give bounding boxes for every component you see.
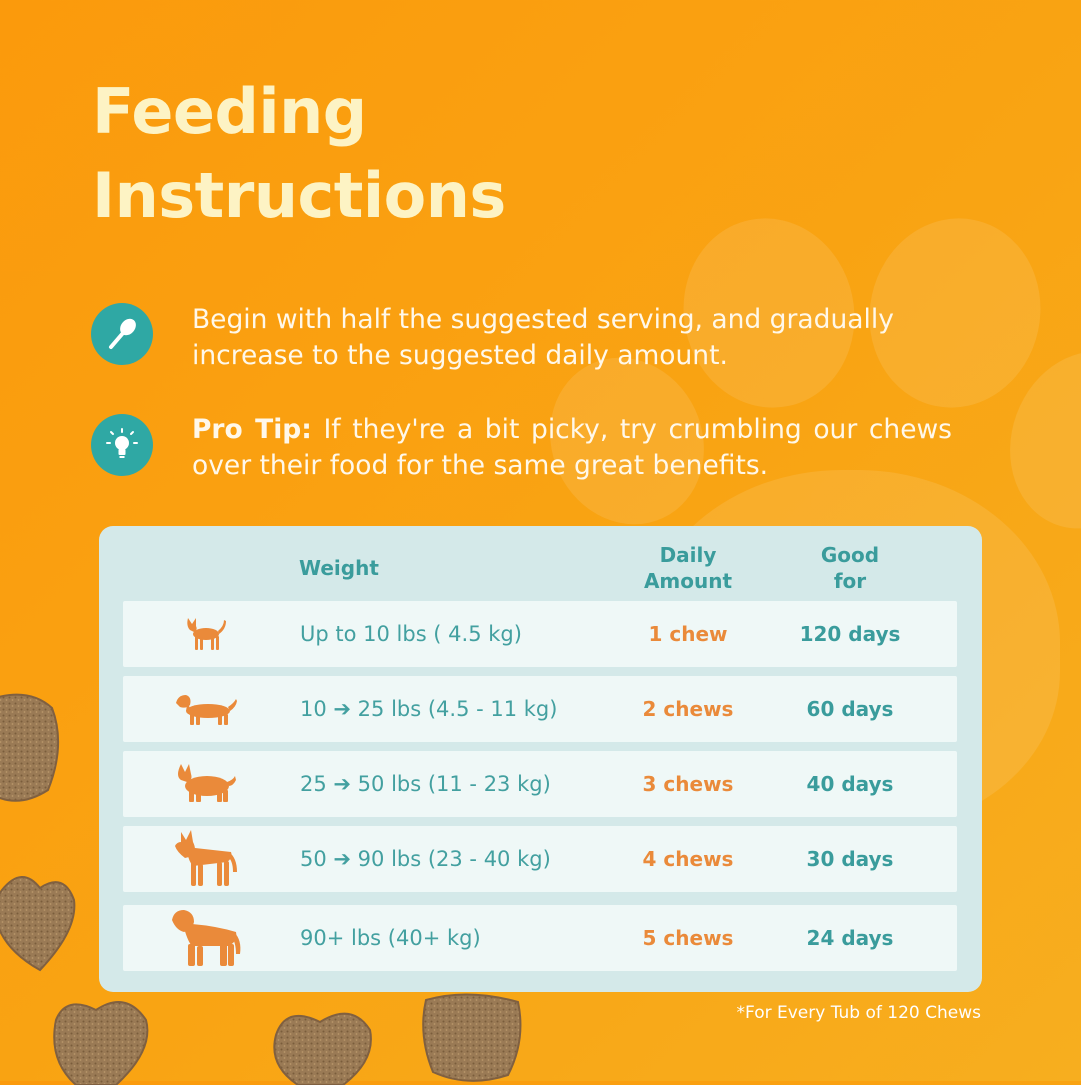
corgi-icon (167, 751, 245, 817)
small-dog-icon (167, 601, 245, 667)
large-dog-icon (167, 905, 245, 971)
good-header-line-2: for (833, 569, 867, 593)
footnote: *For Every Tub of 120 Chews (736, 1003, 981, 1023)
daily-header-line-2: Amount (643, 569, 733, 593)
table-row: 10 ➔ 25 lbs (4.5 - 11 kg) 2 chews 60 day… (123, 676, 957, 742)
shepherd-dog-icon (167, 826, 245, 892)
good-for-cell: 24 days (806, 926, 894, 950)
chew-decoration (422, 993, 522, 1082)
feeding-table: Weight Daily Amount Good for Up to 10 lb… (99, 526, 982, 992)
weight-cell: 10 ➔ 25 lbs (4.5 - 11 kg) (300, 697, 558, 721)
daily-amount-cell: 5 chews (642, 926, 734, 950)
chew-decoration (273, 1012, 372, 1085)
table-row: Up to 10 lbs ( 4.5 kg) 1 chew 120 days (123, 601, 957, 667)
good-for-header: Good for (785, 542, 915, 594)
lightbulb-icon (91, 414, 153, 476)
weight-cell: 25 ➔ 50 lbs (11 - 23 kg) (300, 772, 551, 796)
weight-cell: 50 ➔ 90 lbs (23 - 40 kg) (300, 847, 551, 871)
title-line-2: Instructions (92, 159, 506, 232)
good-for-cell: 120 days (799, 622, 901, 646)
daily-amount-header: Daily Amount (623, 542, 753, 594)
dachshund-icon (167, 676, 245, 742)
pro-tip-text: Pro Tip: If they're a bit picky, try cru… (192, 412, 952, 484)
pro-tip-label: Pro Tip: (192, 414, 312, 445)
title-line-1: Feeding (92, 75, 367, 148)
pro-tip-body: If they're a bit picky, try crumbling ou… (192, 414, 952, 481)
tip-serving-text: Begin with half the suggested serving, a… (192, 304, 894, 371)
chew-decoration (0, 876, 76, 972)
daily-amount-cell: 4 chews (642, 847, 734, 871)
daily-amount-cell: 2 chews (642, 697, 734, 721)
weight-cell: Up to 10 lbs ( 4.5 kg) (300, 622, 522, 646)
weight-header: Weight (299, 556, 379, 580)
table-row: 50 ➔ 90 lbs (23 - 40 kg) 4 chews 30 days (123, 826, 957, 892)
good-for-cell: 60 days (806, 697, 894, 721)
good-for-cell: 40 days (806, 772, 894, 796)
spoon-icon (91, 303, 153, 365)
chew-decoration (0, 693, 60, 802)
page-title: Feeding Instructions (92, 70, 506, 238)
daily-header-line-1: Daily (659, 543, 717, 567)
table-row: 25 ➔ 50 lbs (11 - 23 kg) 3 chews 40 days (123, 751, 957, 817)
good-header-line-1: Good (820, 543, 880, 567)
weight-cell: 90+ lbs (40+ kg) (300, 926, 481, 950)
chew-decoration (53, 1001, 149, 1085)
good-for-cell: 30 days (806, 847, 894, 871)
daily-amount-cell: 1 chew (648, 622, 728, 646)
table-row: 90+ lbs (40+ kg) 5 chews 24 days (123, 905, 957, 971)
daily-amount-cell: 3 chews (642, 772, 734, 796)
